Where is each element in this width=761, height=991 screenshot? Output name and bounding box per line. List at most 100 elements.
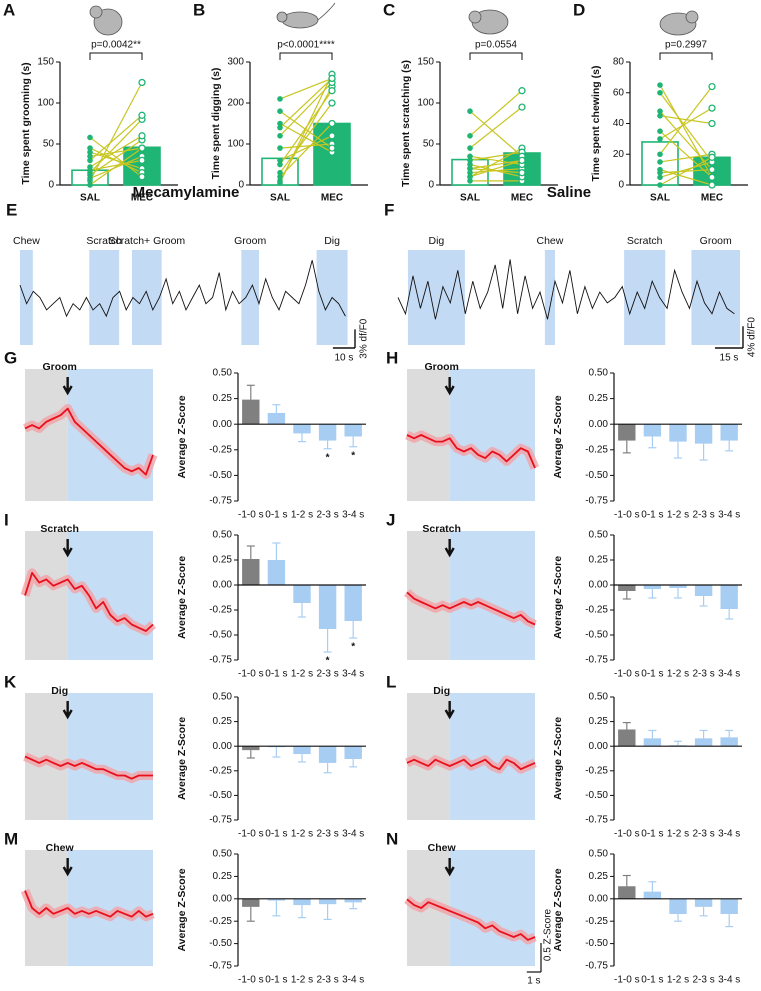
y-axis-label: Time spent digging (s) xyxy=(210,68,222,180)
y-tick-label: -0.25 xyxy=(209,916,232,927)
x-tick-label: 3-4 s xyxy=(342,669,364,680)
y-axis-label: Time spent grooming (s) xyxy=(20,62,32,184)
mouse-head xyxy=(685,10,699,24)
panel-letter: B xyxy=(193,0,205,19)
panel-letter: E xyxy=(6,200,17,219)
response-window xyxy=(67,369,153,501)
x-tick-label: 3-4 s xyxy=(718,829,740,840)
event-region xyxy=(241,250,260,345)
scale-label-x: 10 s xyxy=(334,353,353,364)
x-tick-label: -1-0 s xyxy=(238,829,264,840)
x-tick-label: -1-0 s xyxy=(614,829,640,840)
scale-label-y: 4% df/F0 xyxy=(747,317,758,357)
x-tick-label: -1-0 s xyxy=(614,975,640,986)
x-tick-label: 3-4 s xyxy=(718,510,740,521)
x-tick-label: 0-1 s xyxy=(641,975,663,986)
y-tick-label: -0.50 xyxy=(585,938,608,949)
x-tick-label: 1-2 s xyxy=(291,510,313,521)
y-axis-label: Average Z-Score xyxy=(176,717,188,800)
scale-label-y: 0.5 Z-Score xyxy=(543,908,554,961)
y-tick-label: 0.50 xyxy=(589,368,609,379)
mouse-head xyxy=(89,5,103,19)
panel-title: Saline xyxy=(547,184,591,201)
y-tick-label: 0 xyxy=(618,180,624,191)
x-tick-label: 0-1 s xyxy=(265,669,287,680)
y-tick-label: 200 xyxy=(227,98,244,109)
subject-point xyxy=(708,119,716,128)
panel-letter: G xyxy=(4,348,17,367)
y-tick-label: -0.50 xyxy=(585,790,608,801)
trace-line xyxy=(406,434,536,469)
subject-line xyxy=(89,136,143,178)
x-tick-label: 0-1 s xyxy=(265,829,287,840)
subject-line xyxy=(659,153,713,163)
subject-point xyxy=(657,151,663,158)
y-tick-label: 0.50 xyxy=(213,530,233,541)
subject-line xyxy=(279,110,333,149)
y-tick-label: 0.00 xyxy=(213,741,233,752)
y-axis-label: Average Z-Score xyxy=(552,395,564,478)
subject-line xyxy=(279,90,333,165)
subject-line xyxy=(89,118,143,174)
y-tick-label: 100 xyxy=(227,139,244,150)
bar xyxy=(318,424,337,441)
y-tick-label: 80 xyxy=(613,57,625,68)
onset-arrow xyxy=(444,858,455,877)
y-tick-label: -0.75 xyxy=(585,655,608,666)
subject-point xyxy=(138,78,146,87)
panel-letter: H xyxy=(386,348,398,367)
subject-point xyxy=(87,157,93,164)
event-region xyxy=(624,250,666,345)
trace-line xyxy=(24,407,154,476)
bar xyxy=(618,585,636,591)
onset-arrow xyxy=(62,701,73,720)
subject-line xyxy=(659,107,713,140)
y-tick-label: 0 xyxy=(238,180,244,191)
y-tick-label: 0.00 xyxy=(589,419,609,430)
subject-point xyxy=(708,165,716,174)
subject-point xyxy=(657,182,663,188)
response-window xyxy=(449,850,535,966)
trace-title: Chew xyxy=(428,842,457,854)
y-tick-label: 0.50 xyxy=(213,368,233,379)
subject-line xyxy=(279,82,333,137)
panel-letter: I xyxy=(4,510,9,529)
y-tick-label: -0.25 xyxy=(209,444,232,455)
subject-line xyxy=(469,110,523,157)
trace-title: Dig xyxy=(51,685,68,697)
y-axis-label: Average Z-Score xyxy=(176,556,188,639)
p-value: p=0.0554 xyxy=(475,40,517,51)
bar xyxy=(669,585,687,588)
subject-point xyxy=(467,108,473,114)
x-tick-label: MEC xyxy=(131,193,153,204)
subject-point xyxy=(518,169,526,177)
y-tick-label: -0.25 xyxy=(209,765,232,776)
bar xyxy=(720,737,738,747)
event-label: Chew xyxy=(537,235,564,247)
p-value: p<0.0001**** xyxy=(277,40,335,51)
y-tick-label: 0.25 xyxy=(213,555,233,566)
significance-mark: * xyxy=(351,642,355,653)
x-tick-label: 3-4 s xyxy=(342,975,364,986)
mouse-head xyxy=(468,10,482,24)
x-tick-label: 2-3 s xyxy=(692,975,714,986)
y-tick-label: 0.00 xyxy=(589,893,609,904)
x-tick-label: 2-3 s xyxy=(316,510,338,521)
y-tick-label: -0.75 xyxy=(585,815,608,826)
subject-line xyxy=(659,92,713,163)
panel-title: Mecamylamine xyxy=(133,184,240,201)
x-tick-label: 0-1 s xyxy=(265,510,287,521)
subject-line xyxy=(659,161,713,178)
y-axis-label: Time spent scratching (s) xyxy=(400,60,412,187)
bar xyxy=(643,585,662,589)
x-tick-label: 3-4 s xyxy=(718,669,740,680)
mouse-body xyxy=(281,11,319,29)
subject-point xyxy=(467,178,473,184)
x-tick-label: -1-0 s xyxy=(238,669,264,680)
subject-line xyxy=(89,159,143,171)
x-tick-label: -1-0 s xyxy=(614,669,640,680)
subject-point xyxy=(708,82,716,91)
y-tick-label: -0.25 xyxy=(209,605,232,616)
